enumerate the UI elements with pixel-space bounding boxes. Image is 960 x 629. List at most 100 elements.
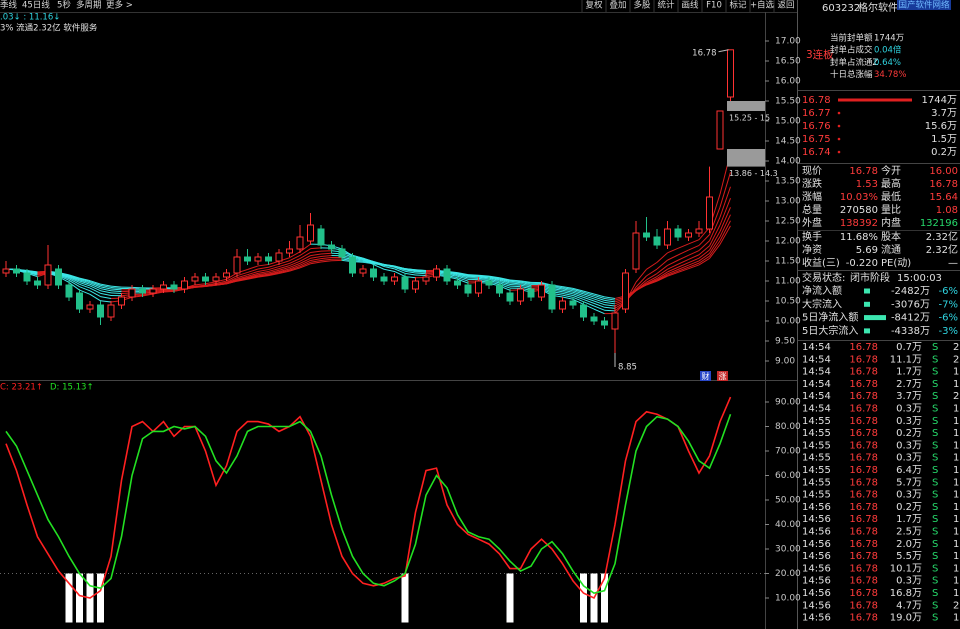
- quote-label: 外盘: [802, 216, 822, 229]
- ma-ribbon: [467, 276, 479, 278]
- toolbar-button[interactable]: F10: [706, 1, 722, 11]
- ma-ribbon: [646, 276, 658, 283]
- ma-ribbon: [100, 284, 112, 288]
- trade-side: S: [932, 367, 938, 378]
- ma-ribbon: [677, 264, 689, 270]
- toolbar-button[interactable]: 多股: [633, 0, 651, 11]
- y-tick-label: 9.00: [775, 357, 795, 367]
- ma-ribbon: [572, 298, 584, 305]
- ma-ribbon: [656, 268, 668, 277]
- ma-ribbon: [499, 277, 511, 281]
- quote-label: 内盘: [881, 216, 901, 229]
- ma-ribbon: [583, 298, 595, 304]
- annotation-label: 8.85: [618, 363, 637, 373]
- ma-ribbon: [289, 264, 301, 270]
- toolbar-button[interactable]: 画线: [681, 0, 699, 11]
- ma-ribbon: [226, 277, 238, 283]
- toolbar-button[interactable]: 多周期: [76, 0, 102, 11]
- toolbar-button[interactable]: 返回: [777, 0, 794, 11]
- candle-body: [23, 272, 31, 282]
- toolbar-button[interactable]: 标记: [729, 0, 747, 11]
- trade-time: 14:55: [802, 465, 831, 476]
- trade-time: 14:54: [802, 367, 831, 378]
- ma-ribbon: [383, 264, 395, 267]
- ma-ribbon: [310, 253, 322, 257]
- ma-ribbon: [719, 172, 731, 208]
- trade-time: 14:56: [802, 563, 831, 574]
- ma-ribbon: [257, 264, 269, 267]
- candle-body: [601, 320, 608, 326]
- candle-body: [76, 292, 83, 310]
- seal-label: 当前封单额: [830, 33, 873, 44]
- trade-price: 16.78: [849, 502, 878, 513]
- ma-ribbon: [299, 248, 311, 256]
- ma-ribbon: [131, 286, 143, 289]
- bid-price: 16.75: [802, 134, 831, 145]
- ma-ribbon: [268, 271, 280, 275]
- toolbar-button[interactable]: 复权: [585, 0, 603, 11]
- seal-value: 1744万: [874, 34, 904, 44]
- ma-ribbon: [656, 274, 668, 282]
- kd-line: [5, 413, 732, 594]
- ma-ribbon: [236, 278, 248, 282]
- toolbar-button[interactable]: 季线: [0, 0, 18, 11]
- trade-price: 16.78: [849, 465, 878, 476]
- ma-ribbon: [478, 276, 490, 279]
- y-tick-label: 12.50: [775, 217, 801, 227]
- flow-bar: [864, 328, 870, 334]
- ma-ribbon: [457, 272, 469, 276]
- ma-ribbon: [320, 252, 332, 255]
- ma-ribbon: [572, 296, 584, 303]
- toolbar-button[interactable]: 叠加: [609, 0, 626, 11]
- ma-ribbon: [457, 277, 469, 282]
- ma-ribbon: [247, 268, 259, 273]
- ma-ribbon: [278, 270, 290, 274]
- gap-box: [727, 101, 765, 111]
- ma-ribbon: [394, 266, 406, 272]
- ma-ribbon: [226, 272, 238, 280]
- toolbar-button[interactable]: 45日线: [22, 0, 50, 11]
- y-tick-label: 13.50: [775, 177, 801, 187]
- ma-ribbon: [268, 266, 280, 271]
- ma-ribbon: [499, 278, 511, 283]
- trade-time: 14:54: [802, 354, 831, 365]
- ma-ribbon: [509, 279, 521, 282]
- ma-ribbon: [562, 296, 574, 300]
- ma-ribbon: [79, 279, 91, 284]
- ma-ribbon: [583, 301, 595, 307]
- toolbar-button[interactable]: 统计: [657, 0, 675, 11]
- flow-value: -3076万: [891, 299, 930, 310]
- trade-volume: 4.7万: [896, 600, 922, 611]
- toolbar-button[interactable]: +自选: [750, 0, 775, 11]
- trade-price: 16.78: [849, 367, 878, 378]
- ma-ribbon: [635, 275, 647, 288]
- ma-ribbon: [89, 282, 101, 288]
- candle-body: [475, 280, 482, 294]
- quote-label: 收益(三): [802, 256, 840, 269]
- candle-body: [685, 232, 692, 238]
- signal-bar: [601, 573, 608, 623]
- gap-label: 15.25 - 15: [729, 114, 770, 123]
- trade-count: 2: [953, 354, 959, 365]
- ma-ribbon: [299, 260, 311, 266]
- quote-label: 涨幅: [802, 190, 822, 203]
- ma-ribbon: [79, 286, 91, 292]
- y-tick-label: 16.00: [775, 77, 801, 87]
- tag: 国产软件网络: [898, 0, 950, 11]
- toolbar-button[interactable]: 5秒: [57, 0, 71, 11]
- candle-body: [506, 292, 514, 302]
- ma-ribbon: [572, 289, 584, 293]
- ma-ribbon: [677, 268, 689, 273]
- toolbar-button[interactable]: 更多 >: [106, 0, 133, 11]
- trade-price: 16.78: [849, 613, 878, 624]
- ma-ribbon: [698, 249, 710, 259]
- seal-label: 封单占流通Z: [830, 57, 879, 68]
- ma-ribbon: [415, 271, 427, 273]
- trade-count: 1: [953, 576, 959, 587]
- ma-ribbon: [110, 285, 122, 288]
- candle-body: [590, 316, 598, 322]
- quote-label: 今开: [881, 164, 901, 177]
- quote-value: 270580: [840, 205, 878, 216]
- trade-volume: 16.8万: [890, 588, 922, 599]
- trade-side: S: [932, 440, 938, 451]
